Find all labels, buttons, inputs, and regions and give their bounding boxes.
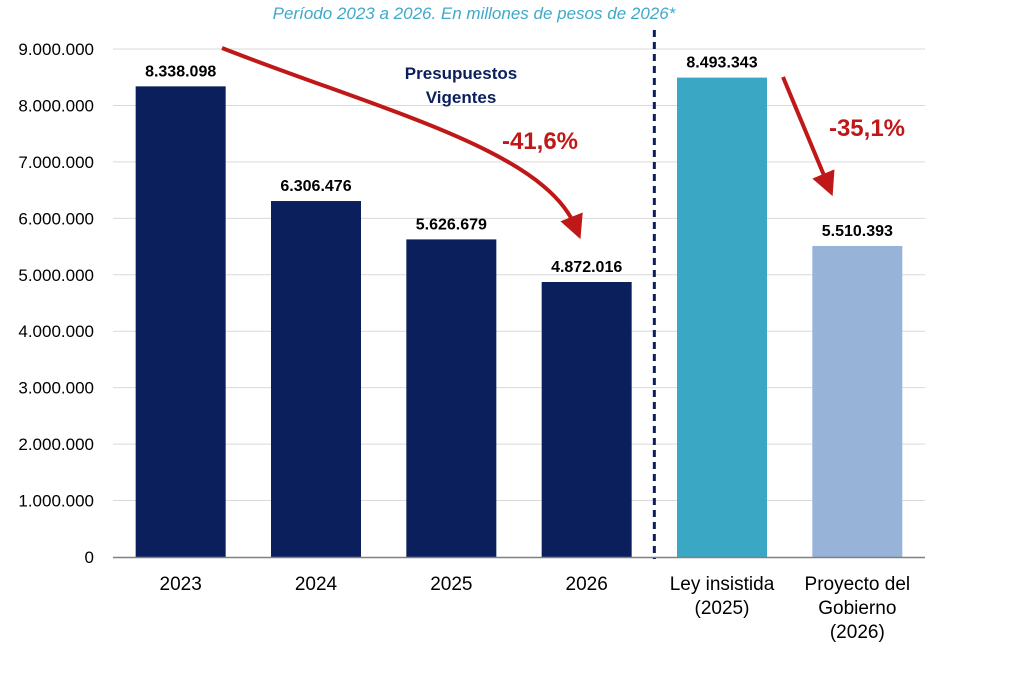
y-tick-label: 9.000.000: [18, 40, 94, 59]
x-tick-label: Proyecto del Gobierno (2026): [805, 574, 911, 643]
data-label: 5.626.679: [416, 216, 487, 233]
y-tick-label: 5.000.000: [18, 266, 94, 285]
annotations: Presupuestos Vigentes -41,6% -35,1%: [221, 30, 905, 559]
x-tick-label: 2023: [160, 574, 202, 595]
y-tick-label: 0: [85, 548, 94, 567]
change-arrow-proyecto: [781, 76, 835, 197]
y-tick-label: 1.000.000: [18, 492, 94, 511]
data-label: 5.510.393: [822, 223, 893, 240]
bars: [135, 77, 903, 558]
y-tick-label: 7.000.000: [18, 153, 94, 172]
change-label-proyecto: -35,1%: [829, 115, 905, 142]
change-label-vigentes: -41,6%: [502, 128, 578, 155]
x-tick-label: 2024: [295, 574, 338, 595]
x-tick-label: 2026: [566, 574, 608, 595]
data-label: 8.338.098: [145, 63, 216, 80]
bar: [406, 239, 497, 558]
y-tick-label: 6.000.000: [18, 209, 94, 228]
bar: [271, 201, 361, 557]
bar: [135, 86, 226, 557]
data-label: 4.872.016: [551, 259, 622, 276]
data-label: 8.493.343: [686, 55, 757, 72]
group-label: Presupuestos Vigentes: [405, 64, 517, 107]
x-tick-label: Ley insistida (2025): [670, 574, 775, 619]
y-tick-label: 8.000.000: [18, 96, 94, 115]
change-arrow-vigentes: [221, 46, 583, 240]
data-labels: 8.338.098 6.306.476 5.626.679 4.872.016 8.49…: [145, 55, 893, 276]
bar: [541, 282, 632, 557]
x-axis: 2023 2024 2025 2026 Ley insistida (2025) Proye…: [113, 556, 925, 643]
chart-subtitle: Período 2023 a 2026. En millones de peso…: [273, 4, 677, 23]
y-tick-label: 2.000.000: [18, 435, 94, 454]
y-tick-label: 4.000.000: [18, 322, 94, 341]
bar: [677, 77, 767, 558]
x-tick-label: 2025: [430, 574, 472, 595]
y-axis: 0 1.000.000 2.000.000 3.000.000 4.000.000 5.0…: [18, 40, 94, 567]
y-tick-label: 3.000.000: [18, 379, 94, 398]
gridlines: [113, 48, 925, 502]
data-label: 6.306.476: [280, 178, 351, 195]
bar: [812, 245, 903, 557]
